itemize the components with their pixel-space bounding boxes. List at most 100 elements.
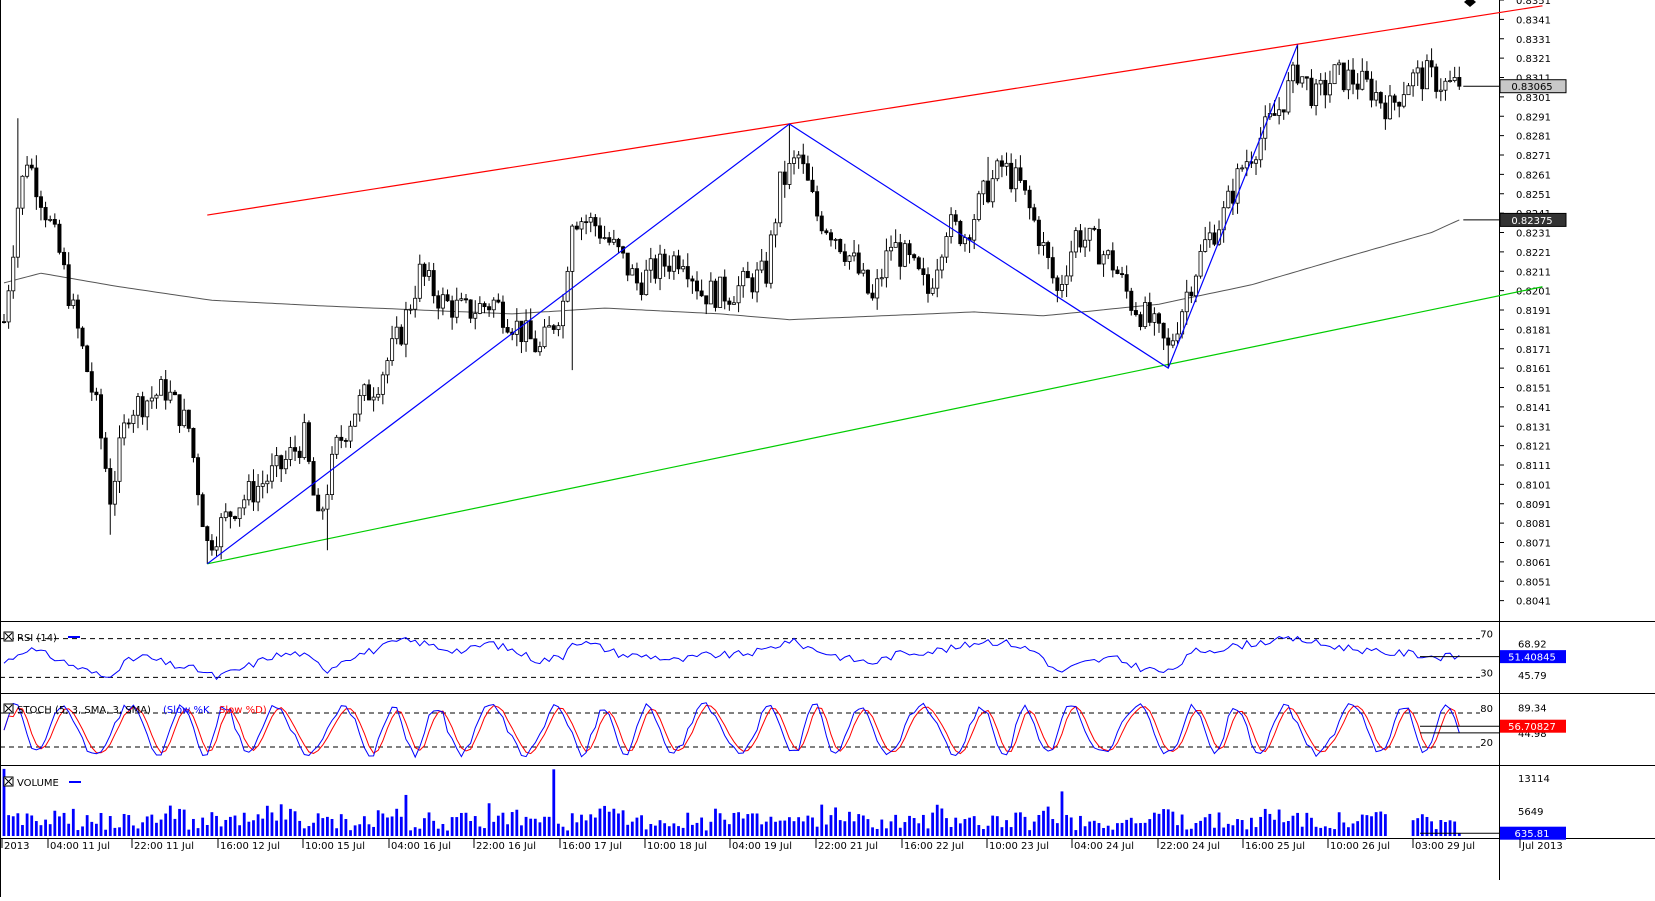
candle-body	[912, 254, 917, 259]
candle-body	[916, 257, 921, 270]
candle-body	[1175, 333, 1180, 342]
upper-trendline[interactable]	[207, 5, 1543, 216]
candle-body	[1360, 70, 1365, 90]
candle-body	[145, 400, 150, 418]
volume-bar	[99, 812, 103, 836]
candle-body	[949, 214, 954, 237]
volume-bar	[219, 826, 223, 836]
rsi-title: RSI (14)	[17, 633, 57, 644]
candle-body	[519, 320, 524, 343]
volume-bar	[718, 813, 722, 836]
candle-body	[348, 425, 353, 442]
volume-bar	[16, 813, 20, 836]
time-tick-label: 04:00 11 Jul	[50, 841, 110, 852]
candle-body	[482, 303, 487, 308]
volume-bar	[704, 830, 708, 836]
volume-bar	[644, 829, 648, 836]
volume-bar	[861, 815, 865, 836]
price-pane: 0.8351 0.8341 0.8331 0.8321 0.8311 0.8301 0.82…	[2, 0, 1567, 608]
volume-bar	[376, 810, 380, 836]
price-tick-label: 0.8051	[1516, 577, 1551, 588]
candle-body	[505, 327, 510, 333]
candle-body	[269, 465, 274, 482]
volume-bar	[261, 818, 265, 836]
candle-body	[376, 393, 381, 398]
volume-bar	[483, 828, 486, 836]
candle-body	[884, 250, 889, 279]
volume-bar	[1060, 791, 1064, 836]
candle-body	[251, 481, 256, 503]
candle-body	[1138, 314, 1143, 328]
volume-bar	[1028, 830, 1032, 836]
candle-body	[565, 270, 570, 302]
candle-body	[1147, 302, 1152, 323]
volume-bar	[769, 816, 773, 836]
volume-bar	[469, 820, 473, 836]
volume-bar	[593, 817, 597, 836]
candle-body	[1046, 242, 1051, 258]
volume-bar	[1097, 823, 1101, 836]
candle-body	[1069, 251, 1074, 277]
volume-bar	[210, 812, 214, 836]
candle-body	[671, 255, 676, 272]
volume-bar	[450, 817, 454, 836]
volume-bar	[1250, 817, 1253, 836]
volume-bar	[390, 816, 394, 836]
volume-bar	[1282, 822, 1286, 836]
volume-bar	[1180, 814, 1184, 836]
volume-bar	[307, 826, 311, 836]
price-tick-label: 0.8151	[1516, 384, 1551, 395]
volume-bar	[118, 827, 121, 836]
volume-bar	[1185, 829, 1189, 836]
volume-bar	[1411, 820, 1415, 836]
price-tick-label: 0.8181	[1516, 325, 1551, 336]
candle-body	[1064, 275, 1069, 285]
volume-header: VOLUME	[3, 776, 81, 789]
rsi-pane: 70 30 68.92 45.79 51.40845 RSI (14)	[0, 630, 1566, 682]
volume-bar	[1074, 830, 1078, 836]
diamond-marker-icon	[1464, 0, 1476, 7]
candle-body	[584, 221, 589, 224]
candle-body	[778, 171, 783, 224]
volume-bar	[995, 816, 999, 836]
volume-bar	[1106, 825, 1110, 836]
candle-body	[200, 494, 205, 528]
volume-bar	[894, 814, 898, 836]
candle-body	[1341, 62, 1346, 91]
volume-bar	[857, 814, 861, 836]
volume-bar	[1055, 823, 1059, 836]
candle-body	[1397, 101, 1402, 107]
candle-body	[242, 499, 247, 509]
volume-bar	[838, 820, 842, 836]
lower-trendline[interactable]	[207, 286, 1543, 565]
candle-body	[1295, 64, 1300, 84]
volume-bar	[1088, 821, 1092, 836]
volume-bar	[709, 821, 713, 836]
volume-bar	[741, 818, 745, 836]
candle-body	[140, 396, 145, 418]
candle-body	[43, 207, 48, 221]
volume-bar	[270, 812, 274, 836]
candle-body	[339, 436, 344, 441]
candle-body	[755, 269, 760, 293]
volume-bar	[224, 819, 228, 836]
candle-body	[1429, 60, 1434, 68]
candle-body	[999, 160, 1004, 167]
volume-bar	[344, 819, 348, 836]
volume-bar	[76, 830, 80, 836]
candle-body	[62, 251, 67, 266]
zigzag-line[interactable]	[206, 44, 1299, 565]
volume-bar	[182, 809, 186, 836]
candle-body	[20, 175, 25, 209]
volume-bar	[677, 826, 680, 836]
volume-bar	[898, 827, 902, 836]
volume-bar	[275, 820, 278, 836]
candle-body	[1161, 322, 1166, 339]
volume-bar	[409, 830, 412, 836]
stoch-value: 56.70827	[1508, 722, 1556, 733]
volume-bar	[1337, 812, 1341, 836]
candle-body	[1203, 239, 1208, 252]
volume-bar	[940, 808, 944, 836]
candle-body	[597, 225, 602, 239]
